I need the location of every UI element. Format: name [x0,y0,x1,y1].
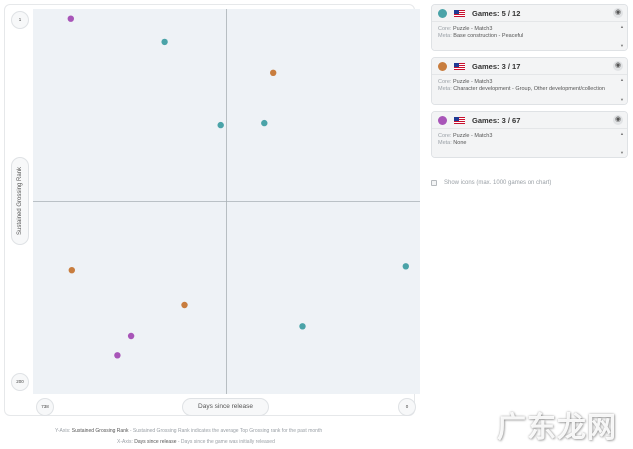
chevron-down-icon[interactable]: ▼ [620,97,624,102]
core-value: Puzzle - Match3 [452,26,493,32]
show-icons-label: Show icons (max. 1000 games on chart) [444,180,552,186]
core-row: Core: Puzzle - Match3 [438,133,613,140]
core-row: Core: Puzzle - Match3 [438,26,613,33]
game-card-title: Games: 5 / 12 [472,9,521,18]
meta-row: Meta: None [438,140,613,147]
meta-row: Meta: Character development - Group, Oth… [438,86,613,93]
game-card: Games: 5 / 12 ◉ Core: Puzzle - Match3 Me… [431,4,628,51]
x-tick-left: 738 [36,398,54,416]
game-card: Games: 3 / 67 ◉ Core: Puzzle - Match3 Me… [431,111,628,158]
y-axis-label-text: Sustained Grossing Rank [17,166,23,236]
x-footnote-name: Days since release [134,439,177,445]
scatter-plot [33,9,420,394]
game-card-title: Games: 3 / 67 [472,116,521,125]
watermark: 广东龙网 [497,412,618,444]
x-footnote-desc: - Days since the game was initially rele… [177,439,275,445]
game-card-header: Games: 3 / 67 ◉ [432,112,627,129]
game-card-header: Games: 5 / 12 ◉ [432,5,627,22]
meta-label: Meta: [438,140,452,146]
eye-icon[interactable]: ◉ [613,115,623,125]
eye-icon[interactable]: ◉ [613,61,623,71]
y-footnote-name: Sustained Grossing Rank [71,428,129,434]
scatter-point[interactable] [161,38,168,46]
scatter-point[interactable] [67,15,74,22]
meta-value: Base construction - Peaceful [453,33,524,39]
us-flag-icon [454,63,465,70]
chevron-down-icon[interactable]: ▼ [620,43,624,48]
y-tick-bottom: 200 [11,373,29,391]
y-axis-footnote: Y-Axis: Sustained Grossing Rank - Sustai… [55,428,322,434]
x-axis-label[interactable]: Days since release [182,398,269,416]
y-footnote-prefix: Y-Axis: [55,428,71,434]
chevron-up-icon[interactable]: ▲ [620,24,624,29]
meta-label: Meta: [438,86,452,92]
scatter-point[interactable] [181,301,188,309]
scatter-point[interactable] [127,332,135,340]
series-color-dot [438,9,447,18]
game-card-body: Core: Puzzle - Match3 Meta: Character de… [432,75,627,104]
x-footnote-prefix: X-Axis: [117,439,133,445]
chevron-down-icon[interactable]: ▼ [620,150,624,155]
y-tick-top: 1 [11,11,29,29]
core-label: Core: [438,79,452,85]
y-axis-label[interactable]: Sustained Grossing Rank [11,157,29,245]
meta-value: Character development - Group, Other dev… [453,86,605,92]
game-card-body: Core: Puzzle - Match3 Meta: None ▲ ▼ [432,129,627,157]
chart-panel: Sustained Grossing Rank Days since relea… [4,4,420,416]
scatter-point[interactable] [402,263,409,270]
meta-label: Meta: [438,33,452,39]
scatter-point[interactable] [261,119,268,127]
game-card-header: Games: 3 / 17 ◉ [432,58,627,75]
us-flag-icon [454,10,465,17]
game-card: Games: 3 / 17 ◉ Core: Puzzle - Match3 Me… [431,57,628,105]
us-flag-icon [454,117,465,124]
chevron-up-icon[interactable]: ▲ [620,77,624,82]
core-value: Puzzle - Match3 [452,133,493,139]
game-card-body: Core: Puzzle - Match3 Meta: Base constru… [432,22,627,50]
scatter-point[interactable] [114,352,121,359]
show-icons-checkbox[interactable] [431,180,437,186]
scatter-point[interactable] [270,69,277,76]
scatter-svg [33,9,420,394]
chevron-up-icon[interactable]: ▲ [620,131,624,136]
core-label: Core: [438,26,452,32]
eye-icon[interactable]: ◉ [613,8,623,18]
meta-row: Meta: Base construction - Peaceful [438,33,613,40]
core-row: Core: Puzzle - Match3 [438,79,613,86]
series-color-dot [438,62,447,71]
x-axis-footnote: X-Axis: Days since release - Days since … [117,439,275,445]
scatter-point[interactable] [68,267,75,274]
core-label: Core: [438,133,452,139]
x-tick-right: 0 [398,398,416,416]
core-value: Puzzle - Match3 [452,79,493,85]
show-icons-toggle[interactable]: Show icons (max. 1000 games on chart) [431,180,551,186]
scatter-point[interactable] [299,323,306,330]
scatter-point[interactable] [217,121,224,129]
y-footnote-desc: - Sustained Grossing Rank indicates the … [129,428,323,434]
meta-value: None [453,140,467,146]
series-color-dot [438,116,447,125]
game-card-title: Games: 3 / 17 [472,62,521,71]
